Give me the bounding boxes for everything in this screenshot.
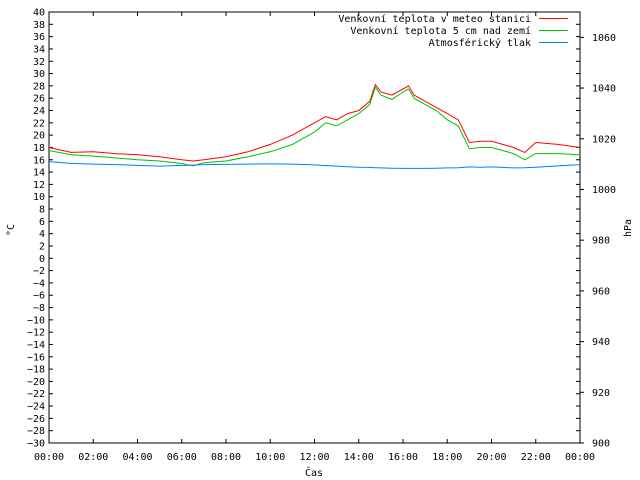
plot-frame [48,11,581,444]
y-tick-label: 32 [33,57,45,68]
y-tick-label: 16 [33,155,45,166]
y-tick-label: −18 [27,365,45,376]
y-axis-ticks: −30−28−26−24−22−20−18−16−14−12−10−8−6−4−… [27,8,580,450]
y-tick-label: −12 [27,328,45,339]
y-tick-label: −24 [27,402,45,413]
y2-tick-label: 960 [592,286,610,297]
legend: Venkovní teplota v meteo staniciVenkovní… [338,13,568,49]
series-line-3 [48,161,581,169]
x-tick-label: 08:00 [211,452,241,463]
y2-tick-label: 900 [592,439,610,450]
x-tick-label: 16:00 [388,452,418,463]
y2-tick-label: 980 [592,236,610,247]
y-tick-label: 40 [33,8,45,19]
y-tick-label: 18 [33,143,45,154]
y-tick-label: −26 [27,414,45,425]
y-tick-label: 4 [39,229,45,240]
x-tick-label: 06:00 [167,452,197,463]
x-tick-label: 20:00 [476,452,506,463]
y2-tick-label: 940 [592,337,610,348]
y-tick-label: 34 [33,44,45,55]
y-tick-label: −8 [33,303,45,314]
x-tick-label: 02:00 [78,452,108,463]
y-tick-label: 2 [39,241,45,252]
y-tick-label: −20 [27,377,45,388]
x-tick-label: 14:00 [344,452,374,463]
y-tick-label: −6 [33,291,45,302]
y-tick-label: 20 [33,131,45,142]
y-tick-label: −10 [27,315,45,326]
series-lines [48,83,581,169]
y-tick-label: 10 [33,192,45,203]
y-tick-label: 36 [33,32,45,43]
y-tick-label: 0 [39,254,45,265]
series-line-1 [48,83,581,162]
y-tick-label: −4 [33,278,45,289]
x-tick-label: 22:00 [521,452,551,463]
y2-tick-label: 1000 [592,185,616,196]
y-axis-title: °C [6,224,17,236]
y2-tick-label: 1060 [592,33,616,44]
x-axis-title: Čas [305,466,323,479]
y-tick-label: 28 [33,81,45,92]
y-tick-label: 12 [33,180,45,191]
y2-axis-title: hPa [623,219,634,237]
y-tick-label: 24 [33,106,45,117]
legend-label-1: Venkovní teplota v meteo stanici [338,13,531,25]
x-axis-ticks: 00:00 02:00 04:00 06:00 08:00 10:00 12:00 14:00… [34,12,595,463]
x-tick-label: 10:00 [255,452,285,463]
y2-tick-label: 920 [592,388,610,399]
y-tick-label: −2 [33,266,45,277]
y-tick-label: 14 [33,168,45,179]
y-tick-label: 6 [39,217,45,228]
y-tick-label: −22 [27,389,45,400]
series-line-2 [48,85,581,167]
y-tick-label: −30 [27,439,45,450]
y-tick-label: −28 [27,426,45,437]
y-tick-label: 30 [33,69,45,80]
y-tick-label: 22 [33,118,45,129]
y-tick-label: −16 [27,352,45,363]
y-tick-label: −14 [27,340,45,351]
y2-tick-label: 1040 [592,84,616,95]
legend-label-3: Atmosférický tlak [429,37,531,49]
y-tick-label: 38 [33,20,45,31]
x-tick-label: 00:00 [565,452,595,463]
x-tick-label: 00:00 [34,452,64,463]
x-tick-label: 04:00 [122,452,152,463]
y2-axis-ticks: 900 920 940 960 980 1000 1020 1040 1060 [580,33,616,450]
y2-tick-label: 1020 [592,134,616,145]
y-tick-label: 8 [39,205,45,216]
x-tick-label: 18:00 [432,452,462,463]
x-tick-label: 12:00 [299,452,329,463]
legend-label-2: Venkovní teplota 5 cm nad zemí [350,25,531,37]
y-tick-label: 26 [33,94,45,105]
